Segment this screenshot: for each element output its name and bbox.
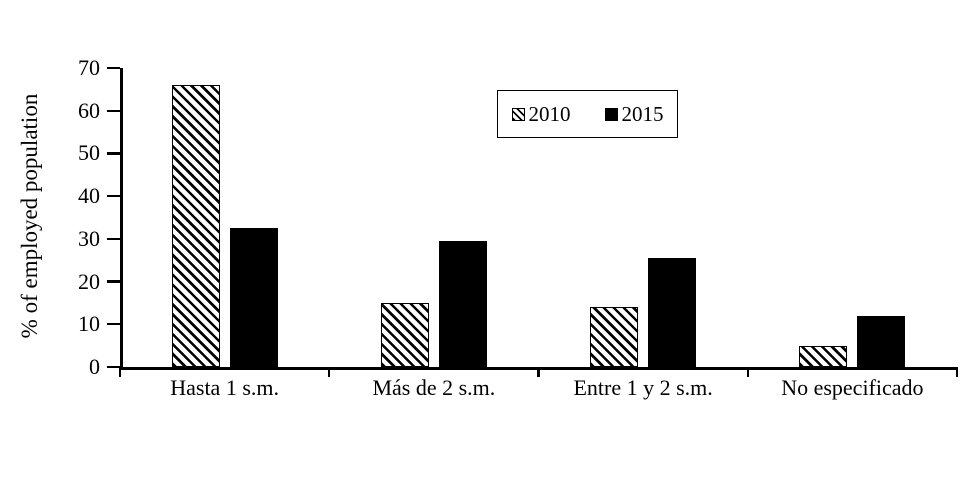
y-tick-label: 0 — [89, 354, 100, 379]
y-axis-tick — [107, 280, 120, 283]
y-tick-label: 30 — [78, 225, 100, 251]
bar-2015-no-especificado — [857, 315, 906, 367]
y-tick-label: 40 — [78, 183, 100, 209]
x-category-label-entre-1-y-2-s-m: Entre 1 y 2 s.m. — [573, 375, 713, 400]
y-tick-label: 10 — [78, 311, 100, 337]
bar-2015-m-s-de-2-s-m — [438, 240, 487, 367]
bar-2010-entre-1-y-2-s-m — [590, 307, 639, 367]
y-axis-tick — [107, 365, 120, 369]
y-tick-label: 20 — [78, 268, 100, 294]
bar-2015-hasta-1-s-m — [229, 228, 278, 367]
bar-2010-no-especificado — [799, 345, 848, 367]
x-axis-tick — [118, 367, 122, 377]
y-axis-line — [120, 68, 123, 370]
legend-label-2015: 2015 — [621, 101, 664, 126]
bar-2010-m-s-de-2-s-m — [380, 302, 429, 367]
legend-swatch-2010-icon — [511, 107, 525, 121]
bar-2015-entre-1-y-2-s-m — [648, 258, 697, 367]
legend: 2010 2015 — [497, 90, 678, 138]
legend-label-2010: 2010 — [528, 101, 571, 126]
x-axis-tick — [328, 367, 331, 377]
y-tick-label: 50 — [78, 140, 100, 166]
legend-swatch-2015-icon — [604, 107, 618, 121]
x-category-label-hasta-1-s-m: Hasta 1 s.m. — [170, 375, 279, 400]
x-axis-tick — [537, 367, 540, 377]
y-axis-tick — [107, 194, 120, 198]
y-axis-tick — [107, 66, 120, 70]
y-axis-tick — [107, 152, 120, 155]
x-axis-tick — [955, 367, 959, 377]
y-axis-tick — [107, 323, 120, 326]
y-axis-tick — [107, 109, 120, 112]
bar-2010-hasta-1-s-m — [171, 85, 220, 367]
legend-item-2015: 2015 — [604, 101, 664, 126]
x-category-label-m-s-de-2-s-m: Más de 2 s.m. — [372, 375, 496, 400]
x-category-label-no-especificado: No especificado — [781, 375, 924, 400]
y-tick-label: 60 — [78, 97, 100, 123]
x-axis-tick — [746, 367, 749, 377]
y-tick-label: 70 — [78, 55, 100, 80]
legend-item-2010: 2010 — [511, 101, 571, 126]
y-axis-tick — [107, 237, 120, 241]
